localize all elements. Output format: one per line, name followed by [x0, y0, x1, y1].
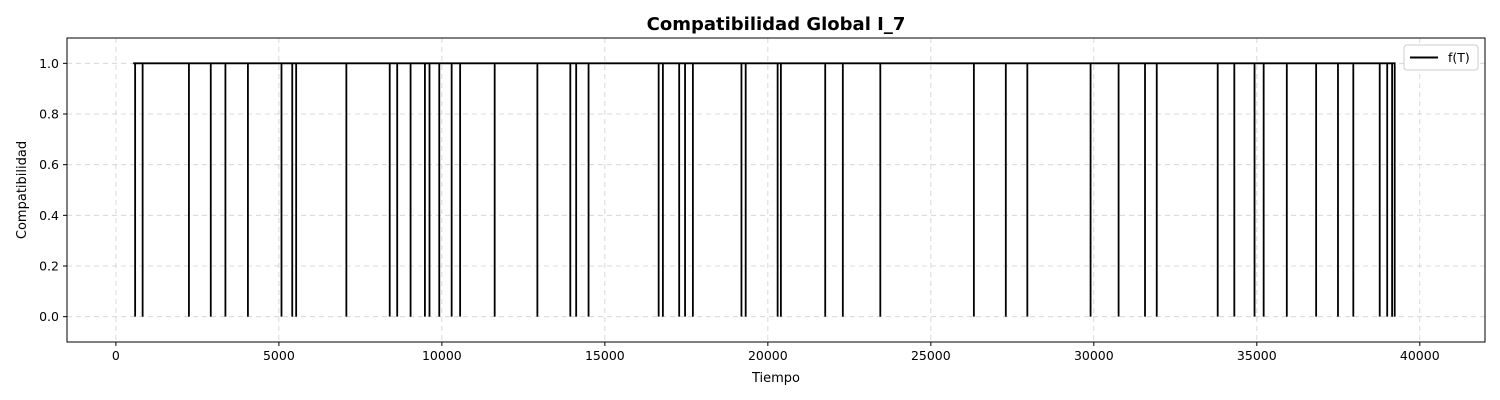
- y-tick-label: 0.4: [39, 208, 59, 223]
- y-tick-label: 0.2: [39, 259, 59, 274]
- x-tick-label: 20000: [748, 348, 788, 363]
- x-tick-label: 25000: [911, 348, 951, 363]
- series-line-f-t: [133, 62, 1396, 317]
- y-axis-label: Compatibilidad: [15, 141, 30, 239]
- series-layer: [133, 62, 1396, 317]
- legend: f(T): [1403, 44, 1479, 71]
- y-tick-label: 0.8: [39, 107, 59, 122]
- x-tick-label: 40000: [1400, 348, 1440, 363]
- x-tick-label: 35000: [1237, 348, 1277, 363]
- plot-frame: [66, 37, 1486, 343]
- chart-title: Compatibilidad Global I_7: [647, 14, 906, 35]
- legend-box: [1403, 44, 1479, 71]
- y-axis: 0.0 0.2 0.4 0.6 0.8 1.0: [39, 56, 67, 324]
- x-tick-label: 10000: [422, 348, 462, 363]
- x-tick-label: 0: [112, 348, 120, 363]
- x-axis-label: Tiempo: [751, 371, 800, 386]
- x-tick-label: 5000: [263, 348, 295, 363]
- y-tick-label: 1.0: [39, 56, 59, 71]
- x-axis: 0 5000 10000 15000 20000 25000 30000 35000 40000: [112, 342, 1440, 363]
- legend-label: f(T): [1448, 50, 1470, 65]
- y-tick-label: 0.0: [39, 309, 59, 324]
- y-tick-label: 0.6: [39, 157, 59, 172]
- x-tick-label: 30000: [1074, 348, 1114, 363]
- x-tick-label: 15000: [585, 348, 625, 363]
